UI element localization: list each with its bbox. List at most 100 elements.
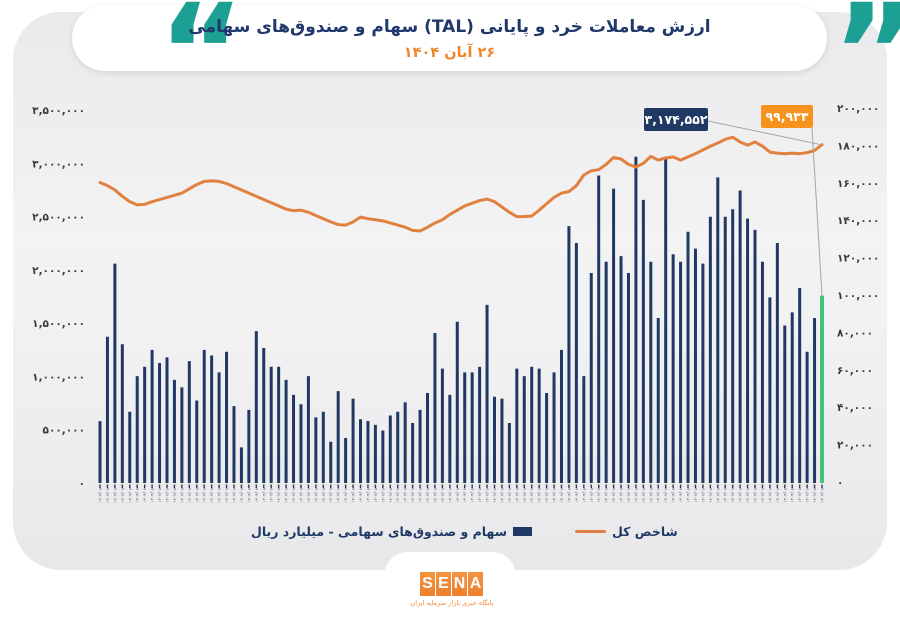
left-axis-tick: ۱,۵۰۰,۰۰۰ (32, 318, 85, 330)
bar (492, 396, 496, 483)
right-axis-tick: ۱۸۰,۰۰۰ (837, 140, 879, 152)
left-axis-tick: ۳,۰۰۰,۰۰۰ (32, 158, 85, 170)
bar (708, 216, 712, 483)
x-axis-tick (657, 484, 659, 488)
x-axis-tick (813, 484, 816, 488)
x-axis-tick (709, 484, 712, 488)
x-axis-tick (694, 484, 697, 488)
x-axis-tick (434, 484, 436, 488)
last-bar (820, 295, 824, 483)
x-axis-tick (679, 484, 682, 488)
x-axis-tick-label: ۱۴۰۴/۰۸ (306, 487, 311, 502)
bar (165, 357, 169, 483)
bar (649, 261, 653, 483)
bar (507, 423, 511, 483)
right-axis-tick: ۴۰,۰۰۰ (837, 402, 873, 414)
right-axis-tick: ۱۶۰,۰۰۰ (837, 178, 879, 190)
x-axis-tick-label: ۱۴۰۴/۰۸ (805, 487, 810, 502)
x-axis-tick-label: ۱۴۰۴/۰۸ (224, 487, 229, 502)
x-axis-tick (397, 484, 399, 488)
x-axis-tick (203, 484, 205, 488)
x-axis-tick-label: ۱۴۰۴/۰۸ (686, 487, 691, 502)
bar (753, 229, 757, 483)
x-axis-tick (352, 484, 354, 488)
right-axis-tick: ۱۴۰,۰۰۰ (837, 215, 879, 227)
bar (195, 400, 199, 483)
x-axis-tick-label: ۱۴۰۴/۰۸ (522, 487, 527, 502)
left-axis-tick: ۰ (79, 478, 85, 490)
bar (656, 318, 660, 483)
x-axis-tick-label: ۱۴۰۴/۰۸ (164, 487, 169, 502)
x-axis-tick-label: ۱۴۰۴/۰۸ (209, 487, 214, 502)
x-axis-tick (255, 484, 258, 488)
x-axis-tick-label: ۱۴۰۴/۰۸ (596, 487, 601, 502)
x-axis-tick-label: ۱۴۰۴/۰۸ (395, 487, 400, 502)
bar (172, 379, 176, 483)
bar (589, 273, 593, 483)
x-axis-tick (538, 484, 540, 488)
right-axis-tick: ۰ (837, 477, 843, 489)
logo-letter-e: E (436, 572, 451, 596)
x-axis-tick (270, 484, 272, 488)
x-axis-tick (114, 484, 116, 488)
x-axis-tick (337, 484, 339, 488)
bar (641, 199, 645, 483)
left-axis-tick: ۳,۵۰۰,۰۰۰ (32, 105, 85, 117)
bar (738, 190, 742, 483)
x-axis-tick (233, 484, 235, 488)
x-axis-tick-label: ۱۴۰۴/۰۸ (723, 487, 728, 502)
x-axis-tick-label: ۱۴۰۴/۰۸ (782, 487, 787, 502)
bar (440, 368, 444, 483)
bar (158, 363, 162, 483)
x-axis-tick-label: ۱۴۰۴/۰۸ (559, 487, 564, 502)
bar (150, 349, 154, 483)
x-axis-tick-label: ۱۴۰۴/۰۸ (663, 487, 668, 502)
x-axis-tick-label: ۱۴۰۴/۰۸ (239, 487, 244, 502)
x-axis-tick (545, 484, 548, 488)
x-axis-tick (746, 484, 749, 488)
bar (798, 288, 802, 483)
x-axis-tick-label: ۱۴۰۴/۰۸ (246, 487, 251, 502)
bar (582, 376, 586, 483)
x-axis-tick-label: ۱۴۰۴/۰۸ (492, 487, 497, 502)
x-axis-tick-label: ۱۴۰۴/۰۸ (656, 487, 661, 502)
x-axis-tick-label: ۱۴۰۴/۰۸ (626, 487, 631, 502)
bar-swatch-icon (513, 527, 533, 536)
x-axis-tick-label: ۱۴۰۴/۰۸ (574, 487, 579, 502)
bar (664, 156, 668, 483)
logo-letter-s: S (420, 572, 435, 596)
x-axis-tick-label: ۱۴۰۴/۰۸ (812, 487, 817, 502)
x-axis-tick-label: ۱۴۰۴/۰۸ (135, 487, 140, 502)
x-axis-tick (404, 484, 406, 488)
x-axis-tick (248, 484, 250, 488)
bar (299, 404, 303, 483)
sena-logo: S E N A (420, 572, 483, 596)
x-axis-tick (441, 484, 444, 488)
x-axis-tick-label: ۱۴۰۴/۰۸ (157, 487, 162, 502)
legend-item-line: شاخص کل (575, 524, 678, 539)
x-axis-tick (493, 484, 496, 488)
bar (716, 177, 720, 483)
right-axis-tick: ۲۰۰,۰۰۰ (837, 103, 879, 115)
x-axis-tick-label: ۱۴۰۴/۰۸ (648, 487, 653, 502)
x-axis-tick (650, 484, 652, 488)
x-axis-tick-label: ۱۴۰۴/۰۸ (671, 487, 676, 502)
line-swatch-icon (575, 530, 606, 533)
bar (373, 424, 377, 483)
bar (292, 394, 296, 483)
bar (522, 376, 526, 483)
bar (701, 263, 705, 483)
x-axis-tick-label: ۱۴۰۴/۰۸ (745, 487, 750, 502)
x-axis-tick (798, 484, 801, 488)
x-axis-tick (568, 484, 570, 488)
x-axis-tick (501, 484, 503, 488)
x-axis-tick (389, 484, 391, 488)
bar (574, 243, 578, 483)
x-axis-tick-label: ۱۴۰۴/۰۸ (217, 487, 222, 502)
bar (597, 175, 601, 483)
x-axis-tick-label: ۱۴۰۴/۰۸ (708, 487, 713, 502)
x-axis-tick-label: ۱۴۰۴/۰۸ (328, 487, 333, 502)
index-value-annotation: ۳,۱۷۴,۵۵۲ (644, 108, 708, 131)
left-axis-tick: ۱,۰۰۰,۰۰۰ (32, 371, 85, 383)
